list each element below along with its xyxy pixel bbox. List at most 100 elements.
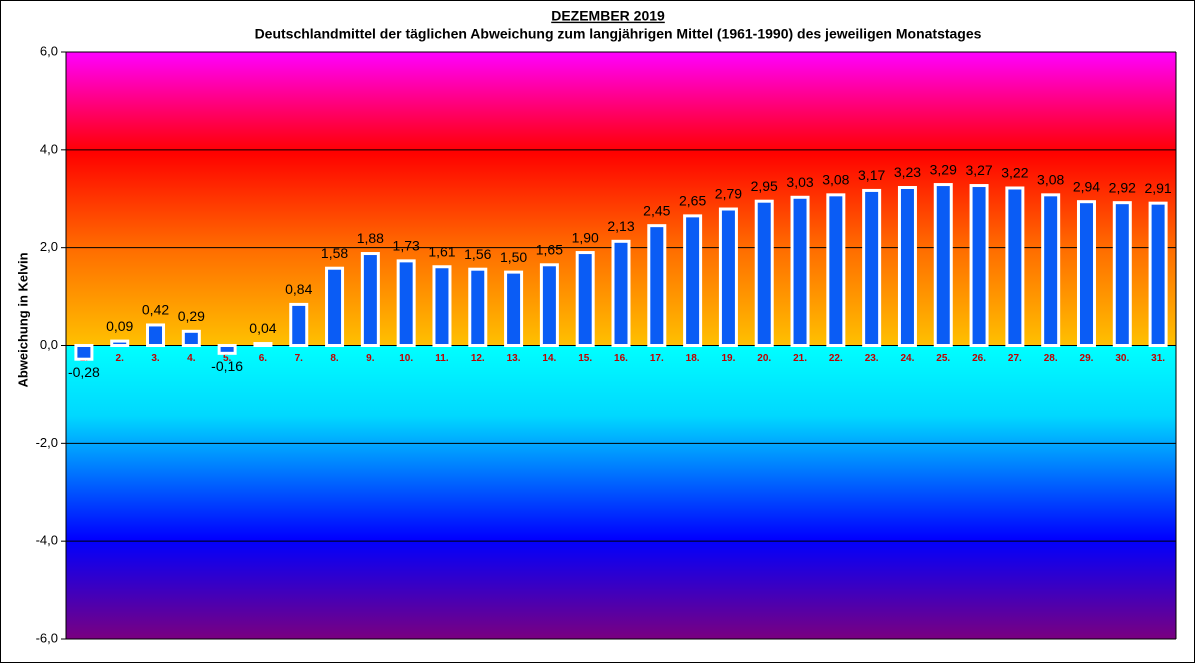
data-label: 1,65 <box>536 241 563 257</box>
x-tick-label: 5. <box>223 353 232 364</box>
bar <box>325 266 345 347</box>
data-label: 1,90 <box>572 229 599 245</box>
x-tick-label: 31. <box>1151 353 1165 364</box>
bar <box>1148 201 1168 347</box>
data-label: 1,61 <box>428 243 455 259</box>
x-tick-label: 8. <box>330 353 339 364</box>
bar <box>790 195 810 347</box>
x-tick-label: 25. <box>936 353 950 364</box>
bar <box>504 270 524 347</box>
x-tick-label: 20. <box>757 353 771 364</box>
y-tick-label: 0,0 <box>40 337 58 352</box>
bar <box>575 251 595 347</box>
x-tick-label: 2. <box>116 353 125 364</box>
data-label: 0,84 <box>285 281 312 297</box>
y-tick-label: 4,0 <box>40 141 58 156</box>
bar <box>1005 186 1025 347</box>
bar <box>181 329 201 348</box>
x-tick-label: 19. <box>721 353 735 364</box>
data-label: 1,58 <box>321 245 348 261</box>
data-label: 2,94 <box>1073 178 1100 194</box>
x-tick-label: 14. <box>542 353 556 364</box>
bar <box>647 224 667 347</box>
data-label: 0,29 <box>178 308 205 324</box>
x-tick-label: 21. <box>793 353 807 364</box>
data-label: 0,42 <box>142 302 169 318</box>
data-label: 1,56 <box>464 246 491 262</box>
x-tick-label: 27. <box>1008 353 1022 364</box>
bar <box>718 207 738 347</box>
data-label: 1,50 <box>500 249 527 265</box>
bar <box>289 302 309 348</box>
bar <box>754 199 774 347</box>
x-tick-label: 18. <box>686 353 700 364</box>
data-label: 2,79 <box>715 186 742 202</box>
data-label: 2,95 <box>751 178 778 194</box>
x-tick-label: 6. <box>259 353 268 364</box>
data-label: 3,17 <box>858 167 885 183</box>
x-tick-label: 4. <box>187 353 196 364</box>
data-label: -0,28 <box>68 364 100 380</box>
x-tick-label: 22. <box>829 353 843 364</box>
x-tick-label: 13. <box>507 353 521 364</box>
x-tick-label: 15. <box>578 353 592 364</box>
y-tick-label: -2,0 <box>36 435 58 450</box>
bar <box>862 188 882 347</box>
x-tick-label: 16. <box>614 353 628 364</box>
bar <box>217 344 237 355</box>
bar <box>253 342 273 348</box>
x-tick-label: 29. <box>1080 353 1094 364</box>
bar <box>468 267 488 347</box>
bar <box>933 183 953 347</box>
x-tick-label: 28. <box>1044 353 1058 364</box>
bar <box>611 239 631 347</box>
x-tick-label: 10. <box>399 353 413 364</box>
bar <box>1076 200 1096 347</box>
data-label: 0,04 <box>249 320 276 336</box>
data-label: 3,23 <box>894 164 921 180</box>
bar <box>969 184 989 347</box>
data-label: 3,08 <box>1037 172 1064 188</box>
y-axis-label: Abweichung in Kelvin <box>15 252 30 387</box>
y-tick-label: 2,0 <box>40 239 58 254</box>
data-label: 3,08 <box>822 172 849 188</box>
data-label: 3,27 <box>965 162 992 178</box>
data-label: 3,22 <box>1001 165 1028 181</box>
x-tick-label: 3. <box>151 353 160 364</box>
data-label: 3,29 <box>930 161 957 177</box>
x-tick-label: 24. <box>900 353 914 364</box>
bar <box>74 344 94 361</box>
data-label: 2,13 <box>607 218 634 234</box>
y-tick-label: -4,0 <box>36 533 58 548</box>
chart-title: DEZEMBER 2019 <box>551 8 665 24</box>
y-tick-label: 6,0 <box>40 43 58 58</box>
x-tick-label: 30. <box>1115 353 1129 364</box>
x-tick-label: 17. <box>650 353 664 364</box>
data-label: -0,16 <box>211 358 243 374</box>
data-label: 2,92 <box>1109 179 1136 195</box>
bar <box>1112 201 1132 347</box>
bar <box>110 339 130 348</box>
data-label: 3,03 <box>786 174 813 190</box>
data-label: 2,65 <box>679 193 706 209</box>
data-label: 0,09 <box>106 318 133 334</box>
bar <box>826 193 846 347</box>
data-label: 2,91 <box>1144 180 1171 196</box>
bar <box>539 263 559 348</box>
bar <box>897 185 917 347</box>
x-tick-label: 7. <box>295 353 304 364</box>
data-label: 1,73 <box>393 238 420 254</box>
x-tick-label: 26. <box>972 353 986 364</box>
x-tick-label: 23. <box>865 353 879 364</box>
bar <box>432 265 452 348</box>
x-tick-label: 11. <box>435 353 449 364</box>
bar <box>1041 193 1061 347</box>
x-tick-label: 12. <box>471 353 485 364</box>
data-label: 1,88 <box>357 230 384 246</box>
bar <box>396 259 416 348</box>
bar <box>146 323 166 347</box>
x-tick-label: 9. <box>366 353 375 364</box>
data-label: 2,45 <box>643 202 670 218</box>
bar <box>360 252 380 347</box>
chart-subtitle: Deutschlandmittel der täglichen Abweichu… <box>255 26 982 42</box>
